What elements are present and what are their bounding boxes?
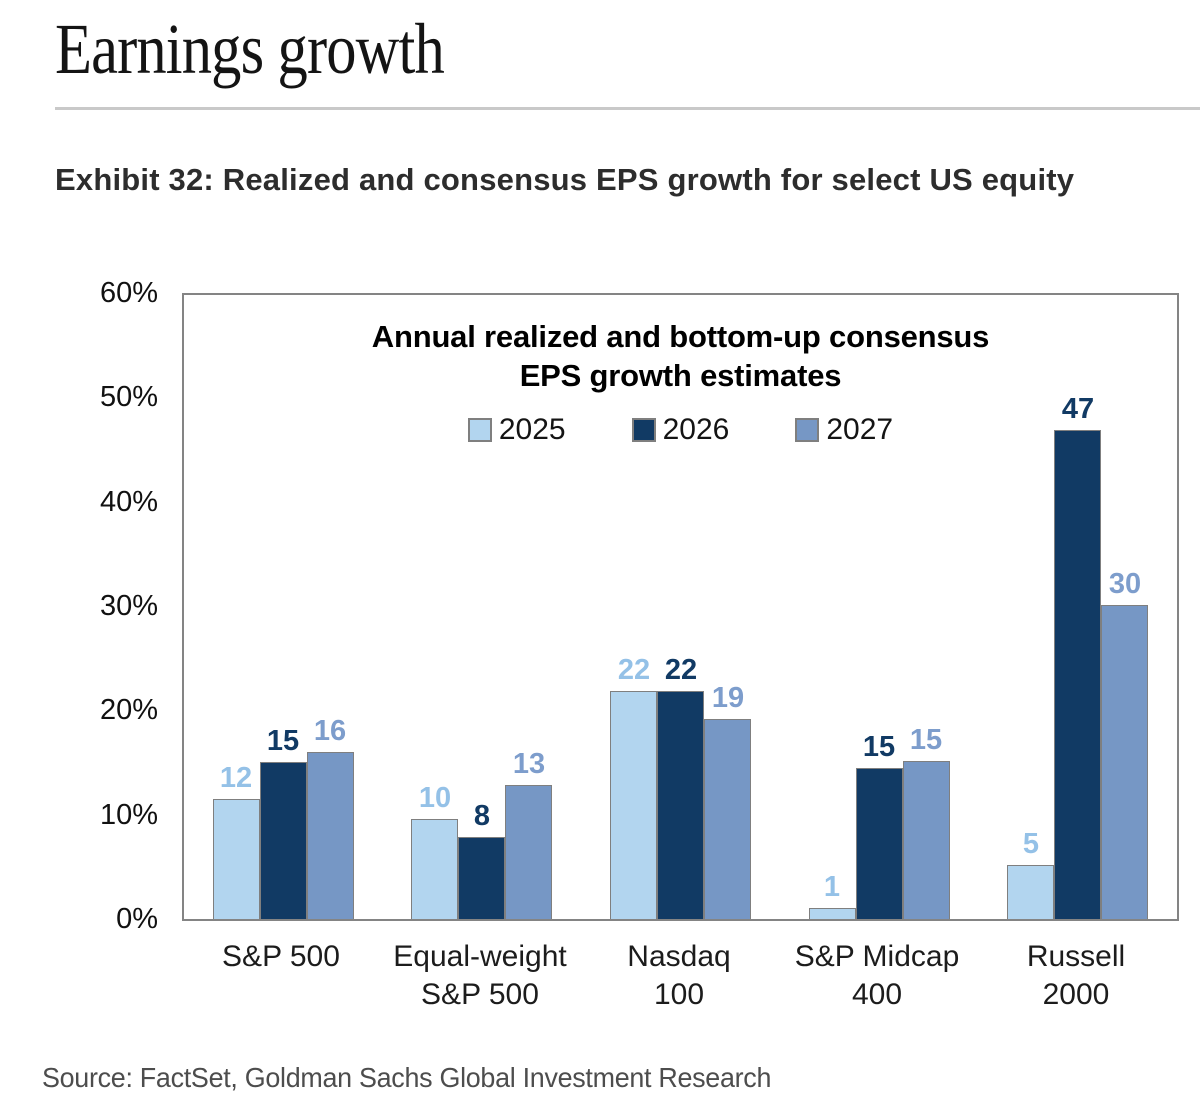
bar-value-label: 19	[711, 682, 745, 714]
chart-title-line-2: EPS growth estimates	[519, 358, 842, 393]
bar-value-label: 13	[512, 748, 546, 780]
bar-value-label: 1	[823, 871, 841, 903]
bar-2027-s-p-midcap-400	[903, 761, 950, 919]
legend-label: 2025	[498, 413, 566, 446]
x-category-label: Russell 2000	[956, 938, 1196, 1014]
y-tick-label: 10%	[99, 798, 158, 831]
bar-2027-nasdaq-100	[704, 719, 751, 919]
x-category-label-line: S&P 500	[222, 940, 340, 973]
bar-2025-equal-weight-s-p-500	[411, 819, 458, 919]
bar-value-label: 5	[1022, 828, 1040, 860]
bar-value-label: 30	[1108, 568, 1142, 600]
y-tick-label: 50%	[99, 381, 158, 414]
chart-title: Annual realized and bottom-up consensus …	[184, 317, 1177, 395]
x-category-label-line: S&P Midcap	[794, 940, 960, 973]
legend: 2025 2026 2027	[184, 415, 1177, 445]
plot-area: Annual realized and bottom-up consensus …	[182, 293, 1179, 921]
bar-2025-s-p-500	[213, 799, 260, 919]
y-tick-label: 60%	[99, 277, 158, 309]
bar-2026-s-p-midcap-400	[856, 768, 903, 919]
bar-value-label: 10	[418, 782, 452, 814]
legend-swatch-icon	[795, 418, 820, 442]
chart-title-line-1: Annual realized and bottom-up consensus	[371, 319, 990, 354]
x-category-label: S&P Midcap 400	[757, 938, 997, 1014]
x-category-label-line: Equal-weight	[393, 940, 567, 973]
bar-value-label: 22	[617, 654, 651, 686]
bar-2026-s-p-500	[260, 762, 307, 919]
bar-value-label: 22	[664, 654, 698, 686]
title-divider	[55, 107, 1200, 110]
x-category-label: Nasdaq 100	[559, 938, 799, 1014]
x-category-label-line: Russell	[1026, 940, 1126, 973]
x-axis-category-labels: S&P 500 Equal-weight S&P 500 Nasdaq 100 S&P M…	[182, 938, 1179, 1028]
y-tick-label: 20%	[99, 694, 158, 727]
bar-value-label: 12	[219, 762, 253, 794]
bar-value-label: 8	[473, 800, 491, 832]
x-category-label-line: S&P 500	[421, 978, 539, 1011]
legend-label: 2026	[662, 413, 730, 446]
legend-label: 2027	[826, 413, 894, 446]
bar-2027-equal-weight-s-p-500	[505, 785, 552, 919]
bar-value-label: 15	[862, 731, 896, 763]
bar-2025-s-p-midcap-400	[809, 908, 856, 919]
exhibit-heading: Exhibit 32: Realized and consensus EPS g…	[55, 162, 1075, 197]
legend-item-2027: 2027	[795, 415, 893, 445]
bar-value-label: 15	[909, 724, 943, 756]
x-category-label-line: Nasdaq	[627, 940, 731, 973]
legend-swatch-icon	[631, 418, 656, 442]
source-note: Source: FactSet, Goldman Sachs Global In…	[42, 1062, 772, 1093]
bar-2027-s-p-500	[307, 752, 354, 919]
legend-item-2026: 2026	[631, 413, 730, 446]
x-category-label-line: 100	[653, 978, 705, 1011]
bar-value-label: 47	[1061, 393, 1095, 425]
y-tick-label: 30%	[99, 590, 158, 622]
bar-value-label: 16	[313, 715, 347, 747]
legend-item-2025: 2025	[467, 413, 566, 446]
y-tick-label: 40%	[99, 485, 158, 518]
x-category-label-line: 2000	[1042, 978, 1110, 1011]
bar-2026-nasdaq-100	[657, 691, 704, 919]
bar-2027-russell-2000	[1101, 605, 1148, 919]
eps-growth-bar-chart: 60% 50% 40% 30% 20% 10% 0% Annual realized and…	[40, 277, 1179, 1028]
bar-2026-russell-2000	[1054, 430, 1101, 919]
legend-swatch-icon	[467, 418, 492, 442]
y-tick-label: 0%	[116, 903, 158, 935]
bar-value-label: 15	[266, 725, 300, 757]
page-title: Earnings growth	[55, 9, 445, 89]
bar-2026-equal-weight-s-p-500	[458, 837, 505, 919]
bar-2025-nasdaq-100	[610, 691, 657, 919]
y-axis-tick-labels: 60% 50% 40% 30% 20% 10% 0%	[40, 277, 158, 935]
x-category-label: S&P 500	[161, 938, 401, 976]
x-category-label: Equal-weight S&P 500	[360, 938, 600, 1014]
bar-2025-russell-2000	[1007, 865, 1054, 919]
x-category-label-line: 400	[851, 978, 903, 1011]
